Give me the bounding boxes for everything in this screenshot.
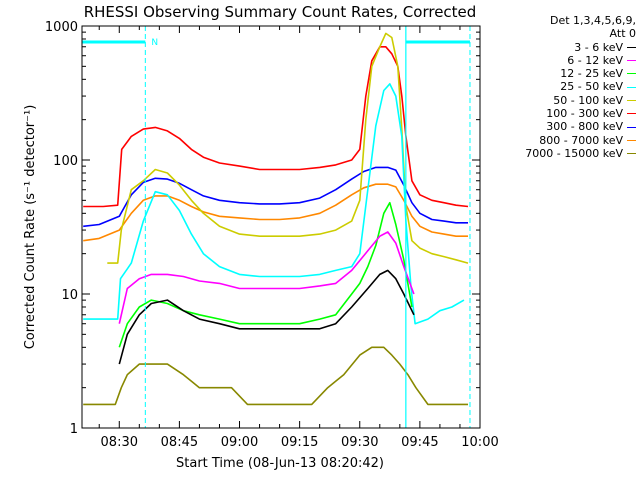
legend-label-1: 6 - 12 keV [567,53,623,67]
legend-swatch-6 [627,126,636,128]
legend-swatch-4 [627,99,636,101]
legend-swatch-0 [627,46,636,48]
axis-ticks: 08:30 08:45 09:00 09:15 09:30 09:45 10:00 1 10 10… [45,20,499,450]
legend-swatch-7 [627,139,636,141]
series-line-6 [83,166,468,228]
legend-entry-5: 100 - 300 keV [498,107,636,120]
legend-entry-0: 3 - 6 keV [498,41,636,54]
series-line-5 [83,45,469,208]
y-tick-label-0: 1 [70,422,78,437]
series-line-2 [118,201,413,348]
plot-markers: N [82,26,471,428]
legend-label-8: 7000 - 15000 keV [525,146,623,160]
series-line-4 [107,32,469,264]
y-tick-label-3: 1000 [45,20,78,35]
chart-title: RHESSI Observing Summary Count Rates, Co… [84,3,477,21]
x-tick-label-1: 08:45 [161,435,198,450]
legend-label-5: 100 - 300 keV [546,107,623,121]
legend-label-3: 25 - 50 keV [560,80,623,94]
plot-frame [81,25,481,429]
legend-header-line-2: Att 0 [609,27,636,41]
series-line-0 [118,269,415,365]
night-marker-label: N [151,38,158,48]
y-tick-label-1: 10 [61,288,78,303]
x-tick-label-4: 09:30 [341,435,378,450]
x-axis-label: Start Time (08-Jun-13 08:20:42) [176,456,384,471]
legend-label-7: 800 - 7000 keV [539,133,623,147]
plot-series [83,32,469,406]
legend-swatch-5 [627,113,636,115]
series-line-7 [83,183,468,242]
series-line-3 [83,83,465,325]
legend-entry-4: 50 - 100 keV [498,94,636,107]
legend: Det 1,3,4,5,6,9, Att 0 3 - 6 keV 6 - 12 k… [498,14,636,160]
legend-entry-2: 12 - 25 keV [498,67,636,80]
legend-label-0: 3 - 6 keV [574,40,623,54]
legend-entries: 3 - 6 keV 6 - 12 keV 12 - 25 keV 25 - 50 ke… [498,41,636,161]
y-tick-label-2: 100 [53,154,78,169]
series-line-1 [118,231,415,324]
x-tick-label-5: 09:45 [401,435,438,450]
legend-label-2: 12 - 25 keV [560,67,623,81]
y-axis-label: Corrected Count Rate (s⁻¹ detector⁻¹) [23,105,38,350]
legend-entry-1: 6 - 12 keV [498,54,636,67]
legend-swatch-8 [627,153,636,155]
legend-entry-6: 300 - 800 keV [498,120,636,133]
x-tick-label-2: 09:00 [221,435,258,450]
legend-header-line-1: Det 1,3,4,5,6,9, [549,14,636,27]
legend-swatch-1 [627,60,636,62]
x-tick-label-3: 09:15 [281,435,318,450]
legend-swatch-2 [627,73,636,75]
x-tick-label-0: 08:30 [101,435,138,450]
series-line-8 [83,346,468,406]
legend-label-4: 50 - 100 keV [553,93,623,107]
legend-swatch-3 [627,86,636,88]
legend-entry-8: 7000 - 15000 keV [498,147,636,160]
x-tick-label-6: 10:00 [461,435,498,450]
legend-entry-7: 800 - 7000 keV [498,134,636,147]
legend-label-6: 300 - 800 keV [546,120,623,134]
legend-entry-3: 25 - 50 keV [498,80,636,93]
